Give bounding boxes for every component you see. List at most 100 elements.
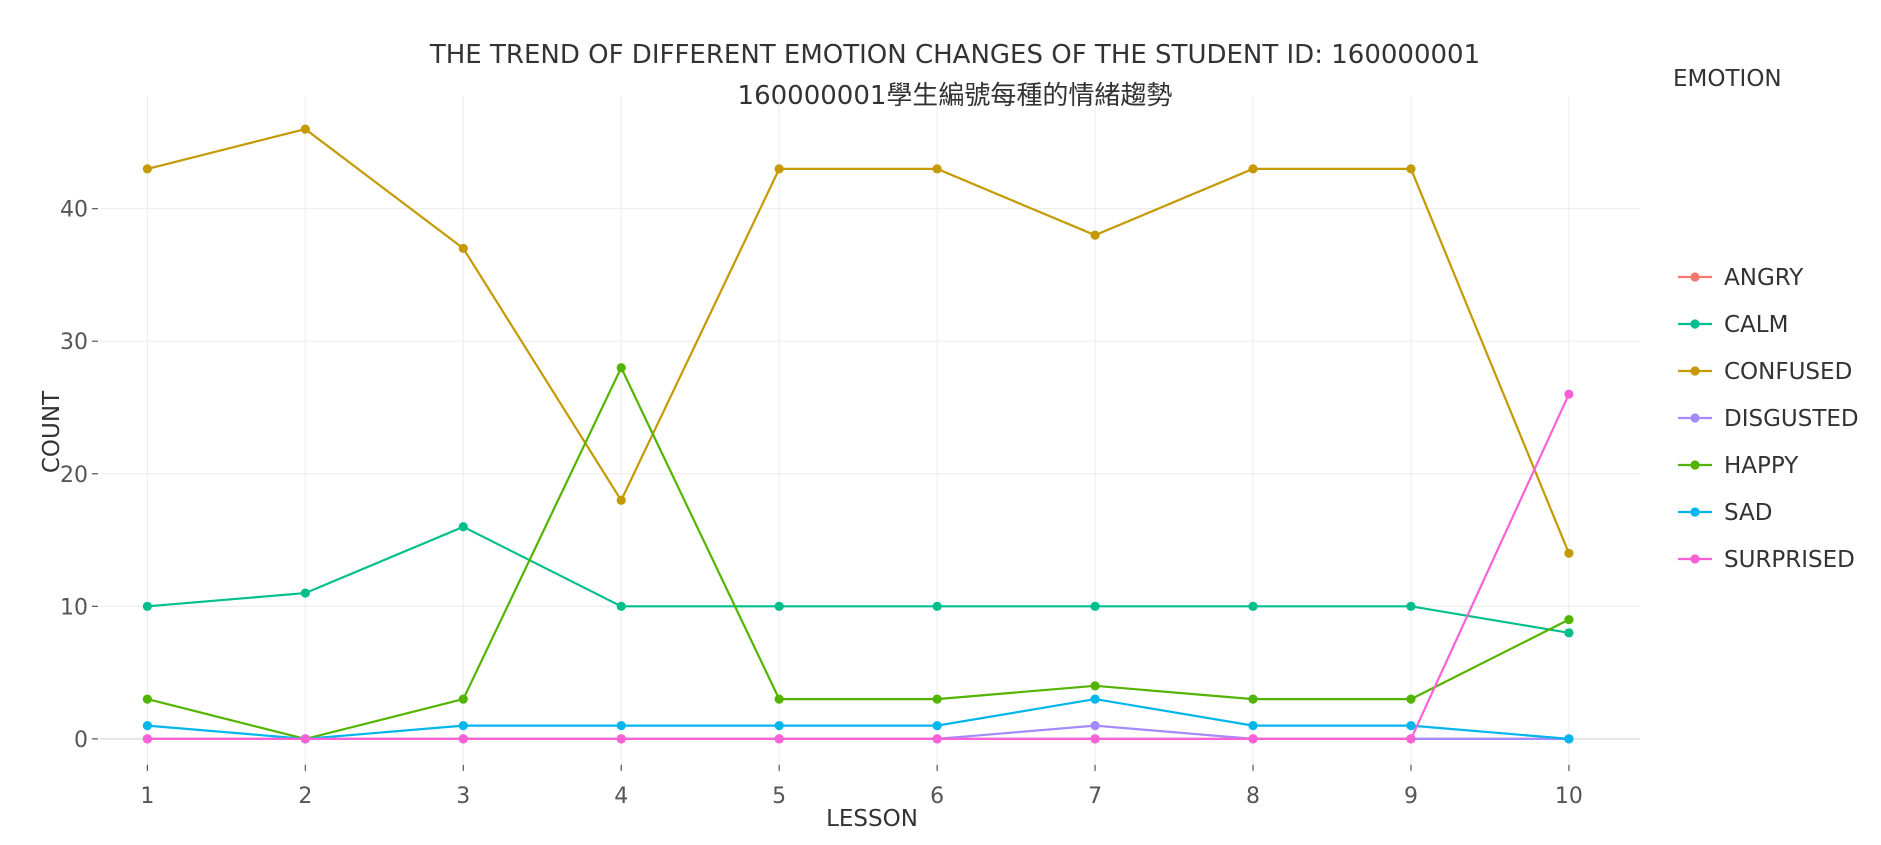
data-point-calm [1406,601,1416,611]
legend-item-disgusted[interactable]: DISGUSTED [1678,406,1859,432]
legend-marker-swatch [1690,554,1700,564]
legend-label: SAD [1724,500,1772,526]
data-point-disgusted [1090,721,1100,731]
data-point-happy [142,694,152,704]
legend-label: CONFUSED [1724,359,1852,385]
data-point-confused [1248,164,1258,174]
data-point-happy [616,363,626,373]
legend-item-sad[interactable]: SAD [1678,500,1772,526]
data-point-calm [774,601,784,611]
data-point-happy [932,694,942,704]
legend-label: SURPRISED [1724,547,1855,573]
x-tick-label: 5 [772,784,786,809]
x-tick-label: 4 [614,784,628,809]
legend-marker-swatch [1690,460,1700,470]
y-tick-label: 30 [60,330,88,355]
y-tick-label: 20 [60,463,88,488]
x-tick-label: 2 [298,784,312,809]
data-point-confused [458,243,468,254]
series-line-sad [147,697,1569,741]
data-point-surprised [1248,734,1258,744]
legend-label: DISGUSTED [1724,406,1859,432]
chart-subtitle-line: 160000001學生編號每種的情緒趨勢 [738,81,1173,111]
x-tick-label: 3 [456,784,470,809]
data-point-calm [300,588,310,598]
chart-title-line: THE TREND OF DIFFERENT EMOTION CHANGES O… [429,40,1480,70]
data-point-calm [458,522,468,532]
series-disgusted [142,721,1574,744]
legend-item-confused[interactable]: CONFUSED [1678,359,1852,385]
x-axis-title: LESSON [826,806,918,832]
series-sad [142,694,1574,744]
data-point-confused [1090,230,1100,240]
data-point-surprised [300,734,310,744]
data-point-surprised [1564,389,1574,399]
series-confused [142,124,1574,558]
legend-marker-swatch [1690,507,1700,517]
data-point-sad [1564,734,1574,744]
legend-label: CALM [1724,312,1788,338]
data-point-sad [458,721,468,731]
y-tick-label: 10 [60,595,88,620]
data-point-confused [774,164,784,174]
x-tick-label: 9 [1404,784,1418,809]
data-point-sad [142,721,152,731]
grid [100,96,1640,772]
data-point-surprised [1090,734,1100,744]
data-point-confused [142,164,152,174]
legend: ANGRY CALM CONFUSED DISGUSTED HAPPY SAD SURPRI… [1678,265,1859,573]
legend-item-angry[interactable]: ANGRY [1678,265,1804,291]
legend-marker-swatch [1690,319,1700,329]
data-point-sad [1406,721,1416,731]
legend-marker-swatch [1690,366,1700,376]
legend-marker-swatch [1690,413,1700,423]
data-point-happy [1406,694,1416,704]
legend-item-happy[interactable]: HAPPY [1678,453,1799,479]
series-happy [142,363,1574,744]
y-tick-label: 0 [74,728,88,753]
legend-item-surprised[interactable]: SURPRISED [1678,547,1855,573]
data-point-confused [300,124,310,134]
data-point-sad [616,721,626,731]
series-line-calm [147,525,1570,634]
y-tick-label: 40 [60,198,88,223]
legend-item-calm[interactable]: CALM [1678,312,1788,338]
series-calm [142,522,1574,638]
data-point-happy [1248,694,1258,704]
x-tick-label: 1 [140,784,154,809]
data-point-surprised [142,734,152,744]
legend-marker-swatch [1690,272,1700,282]
data-point-happy [1090,681,1100,691]
data-point-confused [616,495,626,505]
data-point-confused [1406,164,1416,174]
series-surprised [142,389,1574,744]
data-point-confused [932,164,942,174]
data-point-happy [774,694,784,704]
x-tick-label: 10 [1555,784,1583,809]
data-point-surprised [774,734,784,744]
x-tick-label: 6 [930,784,944,809]
y-axis-title: COUNT [39,390,65,473]
data-point-calm [1090,601,1100,611]
series-line-disgusted [147,724,1569,741]
data-point-surprised [1406,734,1416,744]
legend-label: ANGRY [1724,265,1804,291]
data-point-sad [774,721,784,731]
legend-title: EMOTION [1673,66,1782,92]
data-point-surprised [616,734,626,744]
data-point-calm [932,601,942,611]
data-point-surprised [932,734,942,744]
x-tick-label: 7 [1088,784,1102,809]
data-point-calm [1248,601,1258,611]
x-axis: 1 2 3 4 5 6 7 8 9 10 [140,764,1583,809]
data-point-surprised [458,734,468,744]
chart-title: THE TREND OF DIFFERENT EMOTION CHANGES O… [429,40,1480,111]
y-axis: 0 10 20 30 40 [60,198,98,753]
series-lines [142,124,1574,744]
data-point-calm [1564,628,1574,638]
data-point-sad [932,721,942,731]
data-point-happy [458,694,468,704]
data-point-confused [1564,548,1574,558]
data-point-sad [1090,694,1100,704]
